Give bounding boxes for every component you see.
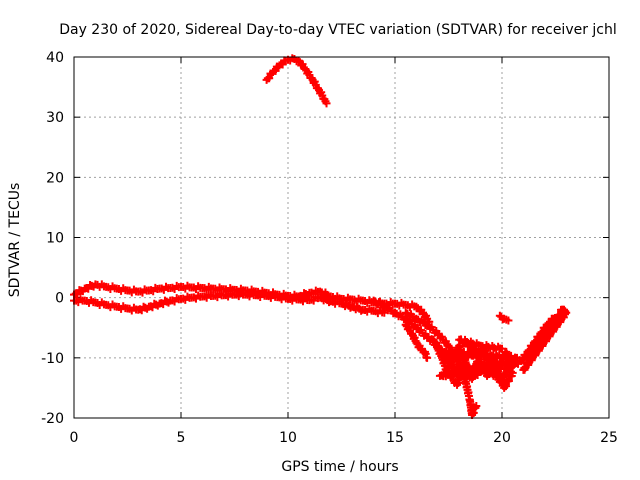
data-point [423,353,432,362]
data-point [498,344,506,353]
y-tick-label: 20 [46,170,64,186]
data-point [557,305,566,314]
y-tick-label: 40 [46,50,64,66]
plot-frame [73,56,610,419]
series-recovery-21-23h [510,305,571,374]
x-tick-label: 5 [177,430,186,446]
data-point-fill [271,66,280,75]
data-point [433,329,442,338]
data-points [70,54,571,419]
data-point-fill [535,340,544,349]
x-tick-label: 10 [279,430,297,446]
data-point [412,302,421,311]
x-tick-label: 20 [493,430,511,446]
y-tick-label: 30 [46,110,64,126]
y-axis-label: SDTVAR / TECUs [7,183,23,298]
data-point-fill [540,334,549,343]
data-point [472,401,481,410]
y-tick-label: 10 [46,231,64,247]
data-point [504,316,513,325]
x-tick-label: 25 [600,430,618,446]
x-axis-label: GPS time / hours [281,459,398,475]
series-small-cluster-20h [495,311,513,325]
y-tick-label: -10 [41,351,64,367]
data-point-fill [547,325,556,334]
x-tick-label: 0 [70,430,79,446]
series-arc-9-12h [262,54,331,108]
data-point [423,332,432,341]
y-tick-label: -20 [41,411,64,427]
data-point [423,320,432,329]
data-point-fill [265,74,274,83]
x-tick-label: 15 [386,430,404,446]
series-main-band-lower [70,289,389,318]
chart-title: Day 230 of 2020, Sidereal Day-to-day VTE… [59,22,617,38]
data-point [412,323,421,332]
series-scatter-cluster-17-21h [429,335,521,392]
y-tick-labels: -20 -10 0 10 20 30 40 [41,50,64,427]
y-tick-label: 0 [55,291,64,307]
data-point-fill [485,369,494,378]
data-point [322,99,331,108]
series-branch-c [401,320,432,362]
x-tick-labels: 0 5 10 15 20 25 [70,430,618,446]
